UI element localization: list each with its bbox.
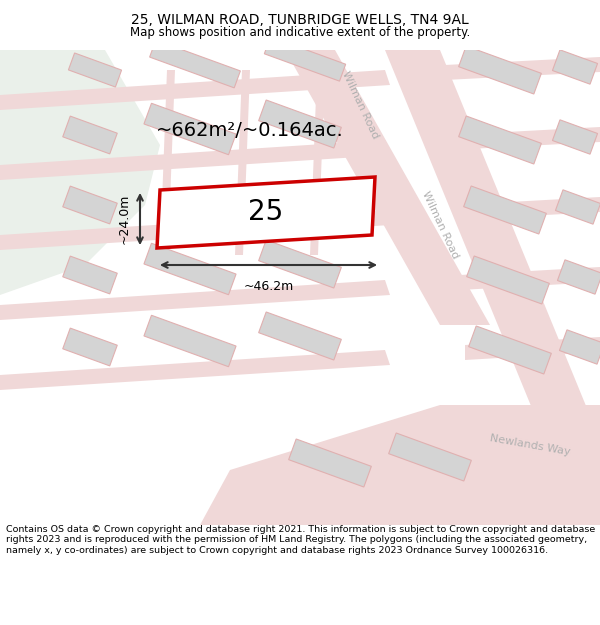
Polygon shape bbox=[157, 177, 375, 248]
Polygon shape bbox=[259, 240, 341, 288]
Polygon shape bbox=[460, 267, 600, 290]
Polygon shape bbox=[0, 280, 390, 320]
Text: Newlands Way: Newlands Way bbox=[489, 433, 571, 457]
Polygon shape bbox=[63, 116, 117, 154]
Polygon shape bbox=[445, 57, 600, 80]
Polygon shape bbox=[289, 439, 371, 487]
Polygon shape bbox=[0, 350, 390, 390]
Polygon shape bbox=[450, 127, 600, 150]
Polygon shape bbox=[63, 186, 117, 224]
Polygon shape bbox=[458, 116, 541, 164]
Text: Contains OS data © Crown copyright and database right 2021. This information is : Contains OS data © Crown copyright and d… bbox=[6, 525, 595, 555]
Polygon shape bbox=[160, 70, 175, 255]
Polygon shape bbox=[235, 70, 250, 255]
Polygon shape bbox=[455, 197, 600, 220]
Polygon shape bbox=[259, 312, 341, 360]
Text: Wilman Road: Wilman Road bbox=[420, 189, 460, 261]
Polygon shape bbox=[0, 210, 390, 250]
Polygon shape bbox=[553, 50, 598, 84]
Polygon shape bbox=[63, 256, 117, 294]
Polygon shape bbox=[553, 120, 598, 154]
Polygon shape bbox=[144, 315, 236, 367]
Polygon shape bbox=[556, 190, 600, 224]
Polygon shape bbox=[559, 330, 600, 364]
Polygon shape bbox=[469, 326, 551, 374]
Polygon shape bbox=[385, 50, 600, 440]
Polygon shape bbox=[0, 140, 390, 180]
Polygon shape bbox=[144, 103, 236, 155]
Polygon shape bbox=[63, 328, 117, 366]
Polygon shape bbox=[389, 433, 472, 481]
Polygon shape bbox=[144, 243, 236, 295]
Text: Wilman Road: Wilman Road bbox=[340, 69, 380, 141]
Text: ~46.2m: ~46.2m bbox=[244, 280, 293, 293]
Polygon shape bbox=[149, 40, 241, 88]
Polygon shape bbox=[310, 70, 325, 255]
Polygon shape bbox=[200, 405, 600, 525]
Polygon shape bbox=[464, 186, 547, 234]
Text: 25, WILMAN ROAD, TUNBRIDGE WELLS, TN4 9AL: 25, WILMAN ROAD, TUNBRIDGE WELLS, TN4 9A… bbox=[131, 12, 469, 26]
Text: ~662m²/~0.164ac.: ~662m²/~0.164ac. bbox=[156, 121, 344, 139]
Text: 25: 25 bbox=[248, 199, 284, 226]
Polygon shape bbox=[265, 37, 346, 81]
Text: Map shows position and indicative extent of the property.: Map shows position and indicative extent… bbox=[130, 26, 470, 39]
Polygon shape bbox=[467, 256, 550, 304]
Polygon shape bbox=[0, 70, 390, 110]
Polygon shape bbox=[458, 46, 541, 94]
Polygon shape bbox=[465, 337, 600, 360]
Polygon shape bbox=[557, 260, 600, 294]
Polygon shape bbox=[285, 50, 490, 325]
Polygon shape bbox=[68, 53, 122, 87]
Text: ~24.0m: ~24.0m bbox=[118, 194, 131, 244]
Polygon shape bbox=[259, 100, 341, 148]
Polygon shape bbox=[0, 50, 160, 295]
